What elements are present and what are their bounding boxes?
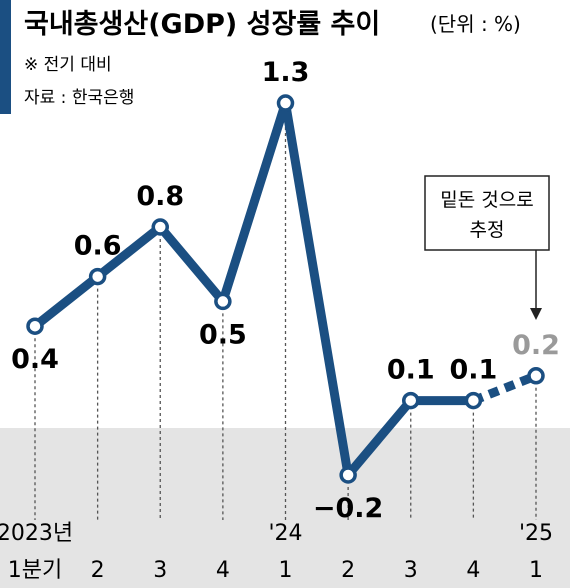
- value-label-4: 0.5: [199, 319, 247, 350]
- callout-arrowhead: [530, 308, 542, 320]
- growth-line-estimate: [471, 371, 538, 405]
- x-tick-quarter-6: 2: [341, 558, 355, 583]
- x-tick-quarter-1: 1분기: [8, 558, 62, 583]
- data-points: [26, 94, 545, 484]
- x-tick-quarter-5: 1: [279, 558, 293, 583]
- data-point-3: [151, 218, 169, 236]
- x-tick-quarter-4: 4: [216, 558, 230, 583]
- data-point-6: [339, 466, 357, 484]
- value-label-3: 0.8: [136, 181, 184, 212]
- value-label-6: −0.2: [313, 493, 383, 524]
- x-tick-quarter-3: 3: [153, 558, 167, 583]
- callout-box: [424, 175, 550, 251]
- title-accent-bar: [0, 0, 11, 114]
- value-label-1: 0.4: [11, 344, 59, 375]
- callout-line-2: 추정: [470, 219, 505, 241]
- data-point-9: [527, 367, 545, 385]
- chart-title: 국내총생산(GDP) 성장률 추이: [24, 9, 380, 40]
- value-labels: 0.4 0.6 0.8 0.5 1.3 −0.2 0.1 0.1 0.2: [11, 57, 560, 524]
- x-axis-ticks: 2023년 '24 '25 1분기 2 3 4 1 2 3 4 1: [0, 521, 553, 583]
- growth-line-solid: [30, 98, 478, 480]
- data-point-5: [276, 94, 295, 112]
- callout-line-1: 밑돈 것으로: [440, 189, 533, 211]
- x-tick-year-1: 2023년: [0, 521, 73, 546]
- vertical-guides: [34, 115, 537, 520]
- data-point-7: [402, 391, 420, 410]
- x-tick-year-9: '25: [519, 521, 553, 546]
- x-tick-quarter-8: 4: [466, 558, 480, 583]
- data-point-1: [26, 317, 44, 335]
- comparison-note: ※ 전기 대비: [24, 55, 112, 75]
- data-point-8: [464, 391, 483, 410]
- value-label-7: 0.1: [387, 355, 435, 386]
- value-label-8: 0.1: [449, 355, 497, 386]
- x-tick-year-5: '24: [268, 521, 302, 546]
- data-point-2: [88, 267, 107, 286]
- x-tick-quarter-7: 3: [404, 558, 418, 583]
- data-point-4: [214, 292, 232, 311]
- source-note: 자료 : 한국은행: [24, 88, 134, 108]
- x-tick-quarter-2: 2: [91, 558, 105, 583]
- value-label-5: 1.3: [262, 57, 310, 88]
- value-label-2: 0.6: [74, 231, 122, 262]
- value-label-9: 0.2: [512, 330, 560, 361]
- x-tick-quarter-9: 1: [529, 558, 543, 583]
- estimate-callout: 밑돈 것으로 추정: [424, 175, 550, 320]
- series-line: [30, 98, 538, 480]
- unit-label: (단위 : %): [430, 12, 521, 36]
